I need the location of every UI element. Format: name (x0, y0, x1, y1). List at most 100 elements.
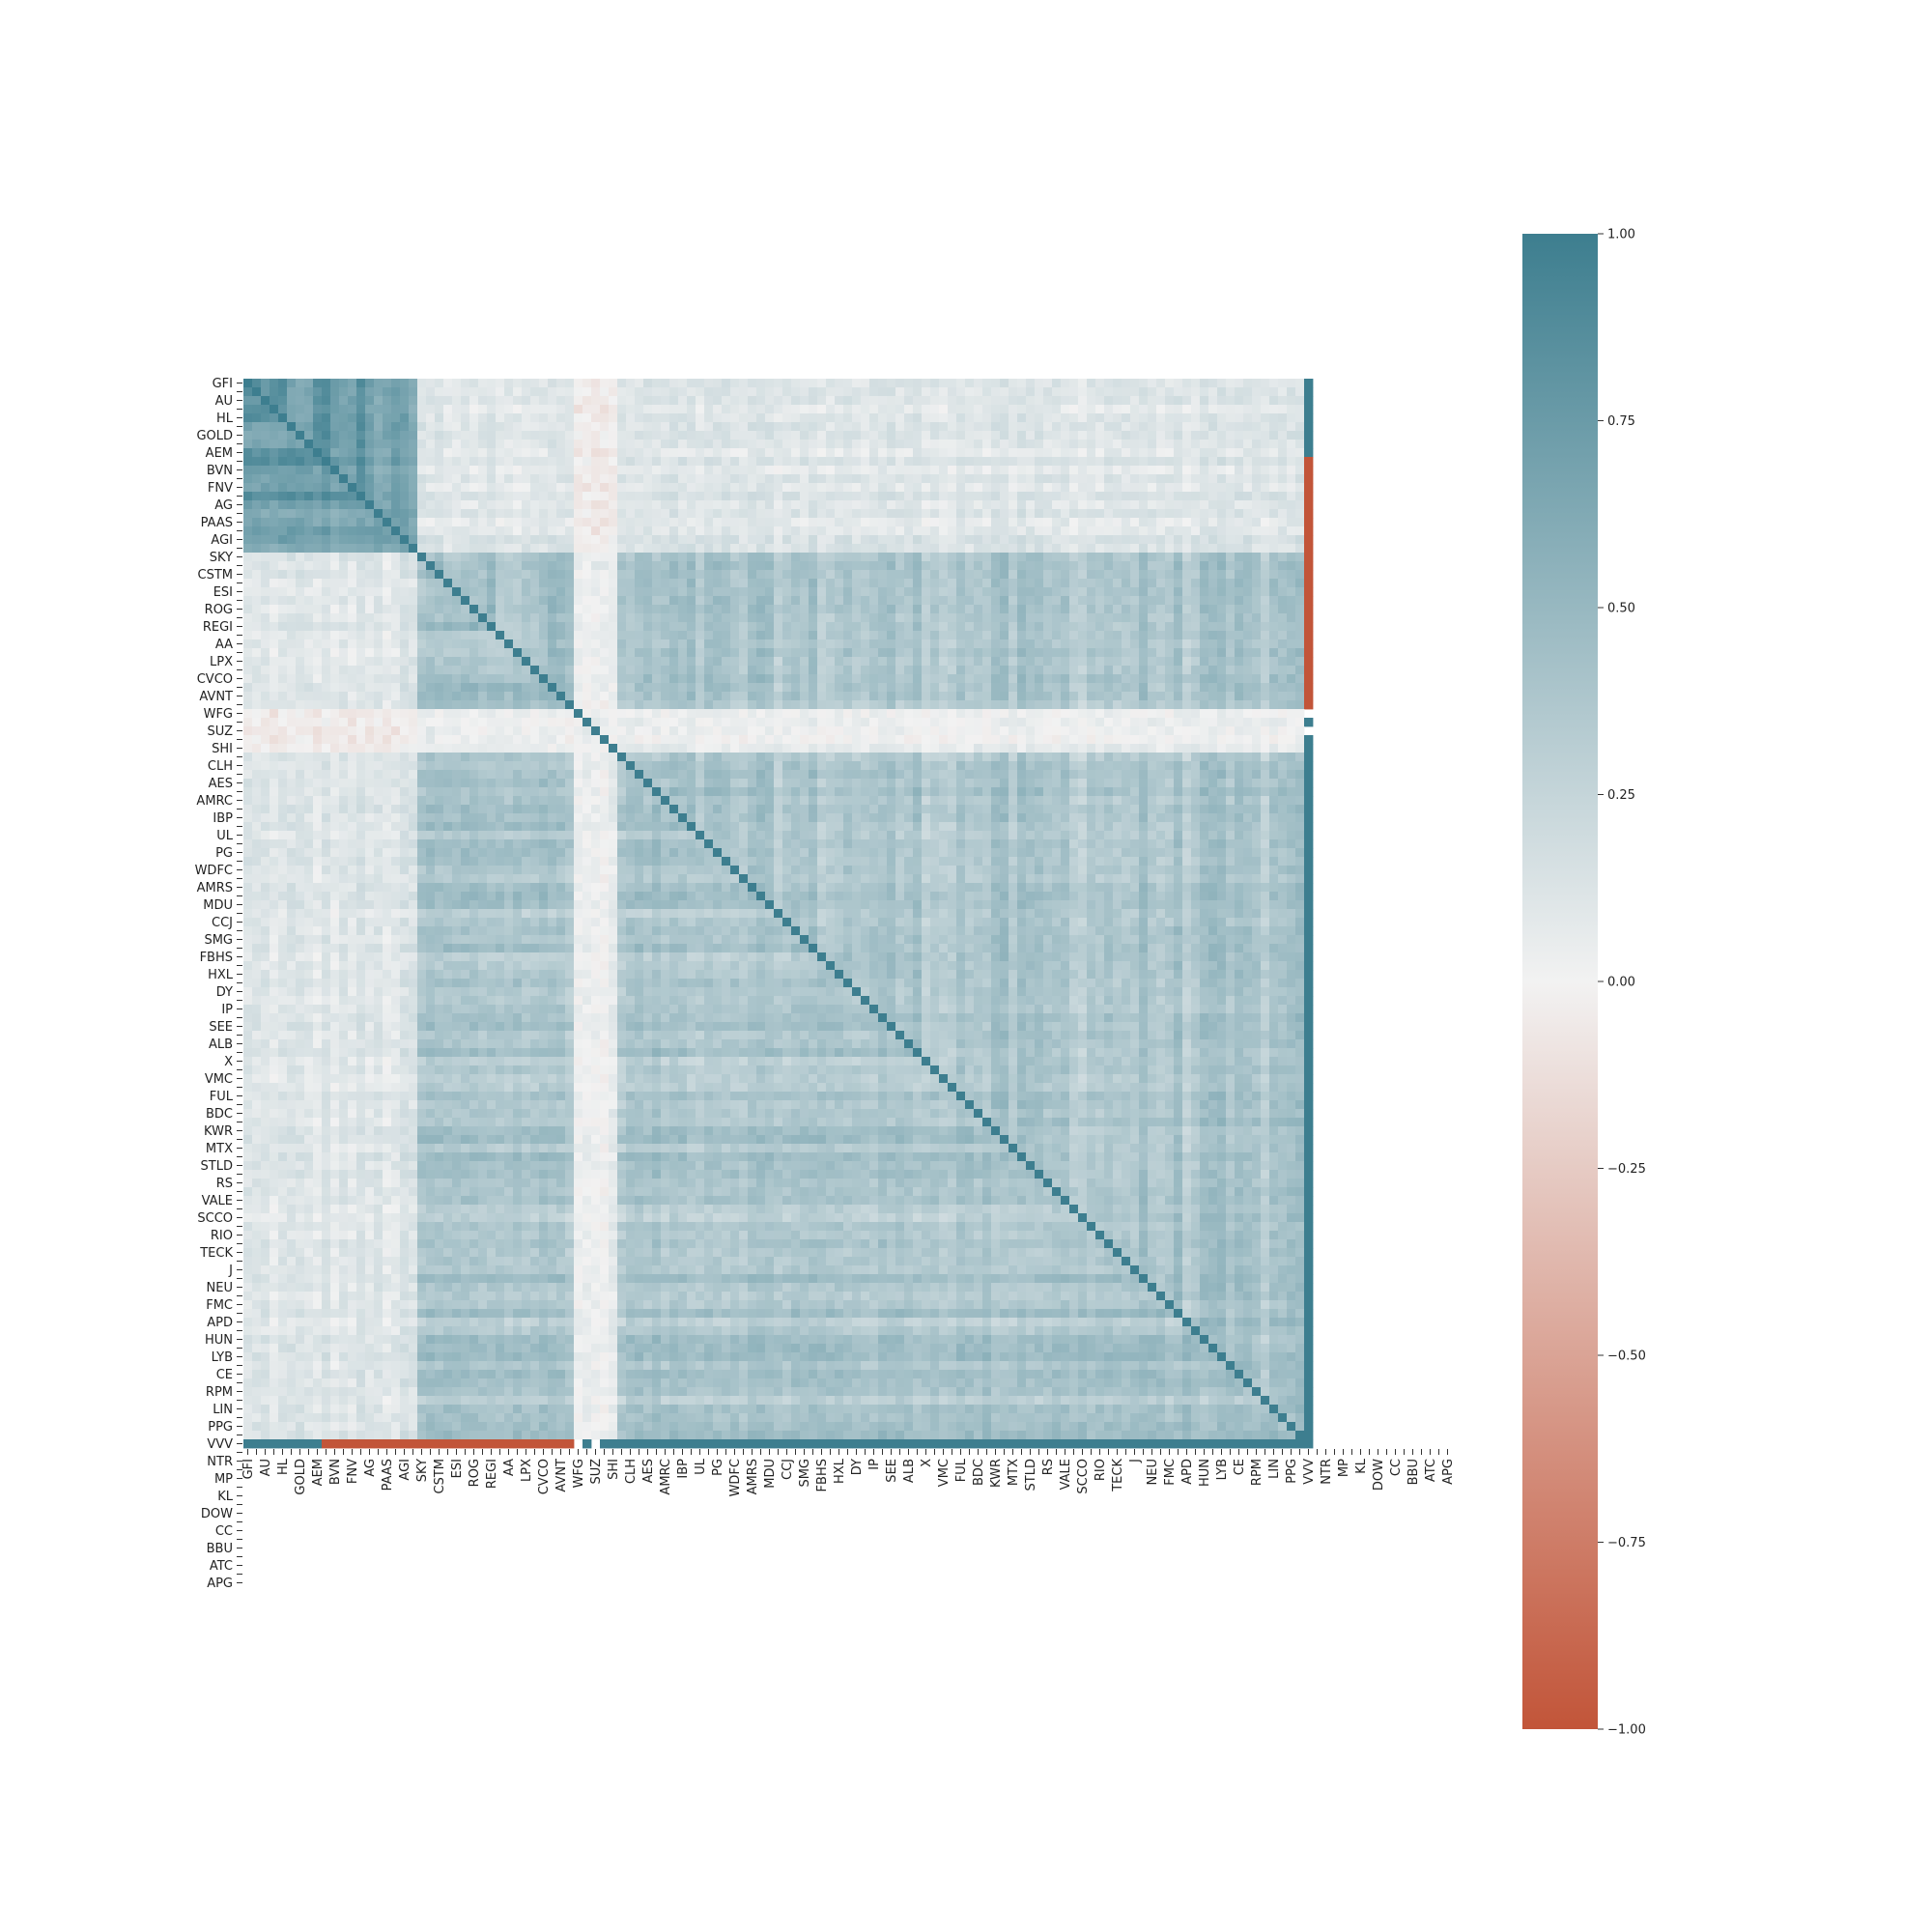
heatmap-cell (791, 466, 801, 475)
heatmap-cell (1304, 587, 1314, 597)
heatmap-cell (687, 596, 696, 606)
heatmap-cell (296, 570, 305, 580)
heatmap-cell (565, 605, 575, 614)
heatmap-cell (991, 692, 1001, 701)
heatmap-cell (1009, 596, 1018, 606)
heatmap-cell (1278, 587, 1288, 597)
heatmap-cell (383, 709, 392, 719)
heatmap-cell (800, 561, 810, 571)
heatmap-cell (930, 579, 940, 588)
heatmap-cell (461, 553, 470, 562)
heatmap-cell (1069, 396, 1079, 406)
heatmap-cell (739, 709, 749, 719)
heatmap-cell (878, 561, 888, 571)
heatmap-cell (1104, 422, 1114, 432)
heatmap-cell (652, 561, 662, 571)
heatmap-cell (426, 405, 436, 414)
heatmap-cell (791, 544, 801, 554)
heatmap-cell (809, 544, 818, 554)
heatmap-cell (287, 648, 297, 658)
heatmap-cell (930, 692, 940, 701)
heatmap-cell (609, 387, 618, 397)
heatmap-cell (574, 605, 583, 614)
heatmap-cell (974, 544, 983, 554)
heatmap-cell (704, 587, 714, 597)
heatmap-cell (556, 674, 566, 684)
heatmap-cell (652, 666, 662, 675)
heatmap-cell (765, 457, 775, 467)
heatmap-cell (1235, 474, 1244, 484)
heatmap-cell (991, 387, 1001, 397)
heatmap-cell (922, 639, 931, 649)
heatmap-cell (1035, 570, 1044, 580)
heatmap-cell (609, 692, 618, 701)
heatmap-cell (522, 639, 531, 649)
heatmap-cell (1295, 648, 1305, 658)
heatmap-cell (1113, 492, 1122, 501)
heatmap-cell (852, 526, 862, 536)
heatmap-cell (913, 413, 923, 423)
heatmap-cell (626, 570, 636, 580)
heatmap-cell (678, 639, 688, 649)
heatmap-cell (678, 596, 688, 606)
heatmap-cell (1287, 596, 1296, 606)
heatmap-cell (1000, 666, 1009, 675)
heatmap-cell (922, 405, 931, 414)
heatmap-cell (487, 596, 497, 606)
heatmap-cell (913, 657, 923, 667)
heatmap-cell (722, 518, 731, 527)
heatmap-cell (609, 466, 618, 475)
heatmap-cell (1113, 561, 1122, 571)
heatmap-cell (635, 422, 644, 432)
heatmap-cell (895, 422, 905, 432)
heatmap-cell (1113, 553, 1122, 562)
heatmap-cell (548, 526, 557, 536)
heatmap-cell (1000, 561, 1009, 571)
heatmap-cell (930, 422, 940, 432)
heatmap-cell (1078, 570, 1088, 580)
heatmap-cell (817, 553, 827, 562)
heatmap-cell (643, 683, 653, 693)
heatmap-cell (669, 526, 679, 536)
heatmap-cell (730, 613, 740, 623)
heatmap-cell (261, 422, 270, 432)
heatmap-cell (782, 657, 792, 667)
heatmap-cell (296, 622, 305, 632)
heatmap-cell (1139, 596, 1149, 606)
heatmap-cell (1174, 544, 1183, 554)
heatmap-cell (704, 474, 714, 484)
heatmap-cell (1252, 457, 1262, 467)
heatmap-cell (417, 518, 427, 527)
heatmap-cell (756, 518, 766, 527)
heatmap-cell (913, 422, 923, 432)
heatmap-cell (809, 492, 818, 501)
heatmap-cell (1009, 700, 1018, 710)
heatmap-cell (800, 440, 810, 449)
heatmap-cell (1156, 605, 1166, 614)
heatmap-cell (478, 657, 488, 667)
heatmap-cell (339, 405, 349, 414)
heatmap-cell (878, 387, 888, 397)
heatmap-cell (782, 535, 792, 545)
heatmap-cell (452, 535, 462, 545)
heatmap-cell (1269, 622, 1279, 632)
heatmap-cell (504, 726, 514, 736)
heatmap-cell (1069, 570, 1079, 580)
heatmap-cell (582, 622, 592, 632)
heatmap-cell (930, 518, 940, 527)
heatmap-cell (635, 483, 644, 493)
heatmap-cell (1174, 674, 1183, 684)
heatmap-cell (1226, 492, 1236, 501)
heatmap-cell (530, 648, 540, 658)
heatmap-cell (252, 639, 262, 649)
heatmap-cell (922, 509, 931, 519)
heatmap-cell (887, 387, 896, 397)
heatmap-cell (756, 596, 766, 606)
heatmap-cell (826, 431, 836, 440)
heatmap-cell (374, 544, 384, 554)
heatmap-cell (696, 579, 705, 588)
heatmap-cell (1043, 544, 1053, 554)
heatmap-cell (748, 483, 757, 493)
heatmap-cell (1287, 379, 1296, 388)
heatmap-cell (252, 396, 262, 406)
